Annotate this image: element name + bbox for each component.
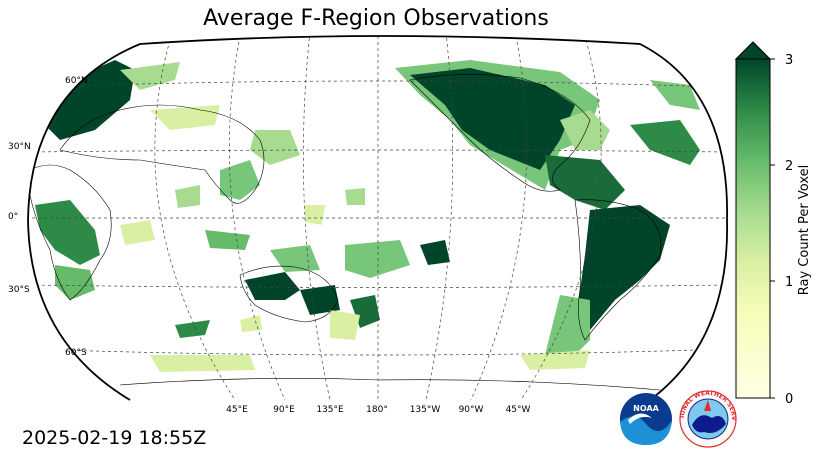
nws-tornado-icon bbox=[692, 415, 726, 433]
lon-label-45w: 45°W bbox=[506, 405, 531, 415]
noaa-logo-text: NOAA bbox=[633, 404, 659, 413]
lon-label-90w: 90°W bbox=[459, 405, 484, 415]
colorbar-tick-2: 2 bbox=[785, 159, 793, 174]
lon-label-90e: 90°E bbox=[273, 405, 295, 415]
observation-field bbox=[35, 60, 700, 372]
lon-label-135e: 135°E bbox=[316, 405, 344, 415]
colorbar-extend-arrow bbox=[734, 41, 772, 60]
lat-label-60n: 60°N bbox=[65, 76, 88, 86]
lon-label-180: 180° bbox=[366, 405, 388, 415]
colorbar-tick-3: 3 bbox=[785, 53, 793, 68]
timestamp: 2025-02-19 18:55Z bbox=[22, 427, 207, 449]
colorbar-scale bbox=[735, 58, 771, 399]
globe-outline-right bbox=[139, 35, 728, 401]
map-globe bbox=[28, 36, 728, 400]
noaa-bird-icon bbox=[620, 416, 672, 445]
coastlines bbox=[29, 74, 662, 391]
lat-label-0: 0° bbox=[8, 212, 18, 222]
lon-label-45e: 45°E bbox=[226, 405, 248, 415]
lat-label-60s: 60°S bbox=[65, 348, 87, 358]
colorbar-tick-0: 0 bbox=[785, 392, 793, 407]
graticule bbox=[28, 36, 728, 400]
map-title: Average F-Region Observations bbox=[203, 6, 549, 31]
noaa-logo: NOAA bbox=[620, 393, 672, 445]
lat-label-30s: 30°S bbox=[8, 285, 30, 295]
globe-outline-left bbox=[27, 43, 141, 401]
lon-label-135w: 135°W bbox=[410, 405, 441, 415]
colorbar: 3 2 1 0 Ray Count Per Voxel bbox=[734, 41, 812, 407]
colorbar-tick-1: 1 bbox=[785, 275, 793, 290]
colorbar-label: Ray Count Per Voxel bbox=[797, 165, 812, 295]
lat-label-30n: 30°N bbox=[8, 142, 31, 152]
